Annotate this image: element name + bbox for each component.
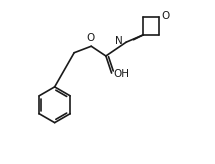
Text: N: N [115, 36, 123, 46]
Text: O: O [161, 11, 169, 21]
Text: O: O [86, 33, 95, 43]
Text: OH: OH [113, 69, 129, 79]
